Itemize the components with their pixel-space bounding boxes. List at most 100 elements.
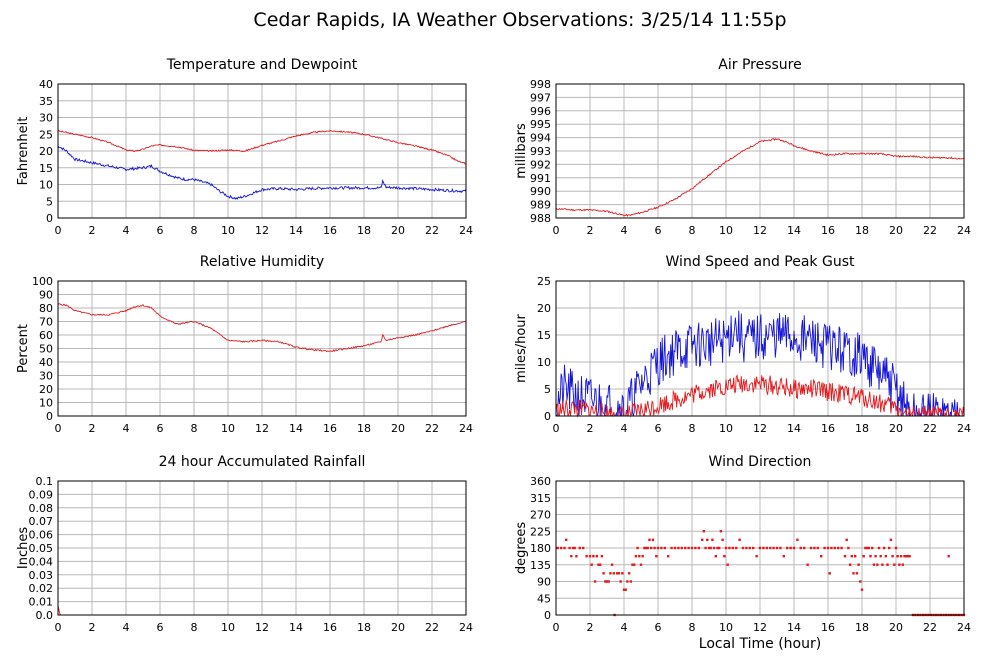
wind-direction-point [803, 546, 806, 550]
wind-direction-point [879, 555, 882, 558]
x-tick-label: 14 [787, 224, 801, 237]
wind-direction-point [568, 546, 571, 550]
wind-direction-point [701, 538, 704, 541]
x-tick-label: 22 [425, 621, 439, 634]
wind-direction-point [667, 555, 670, 558]
wind-direction-point [886, 563, 889, 566]
pressure-chart-title: Air Pressure [718, 57, 801, 73]
wind-direction-point [847, 546, 850, 550]
y-tick-label: 40 [39, 78, 53, 91]
wind-direction-point [660, 546, 663, 550]
x-tick-label: 2 [89, 621, 96, 634]
x-tick-label: 14 [289, 224, 303, 237]
wind-direction-point [643, 546, 646, 550]
y-tick-label: 0.03 [29, 569, 54, 582]
wind-direction-point [697, 546, 700, 550]
wind-direction-point [809, 546, 813, 550]
wind-direction-point [881, 563, 884, 566]
x-tick-label: 14 [289, 422, 303, 435]
x-tick-label: 0 [55, 621, 62, 634]
x-tick-label: 10 [221, 224, 235, 237]
x-tick-label: 18 [357, 224, 371, 237]
wind-direction-point [728, 546, 731, 550]
wind-direction-point [565, 538, 568, 541]
wind-direction-point [684, 546, 687, 550]
x-tick-label: 18 [855, 224, 869, 237]
x-tick-label: 24 [957, 224, 971, 237]
wind-direction-point [600, 555, 604, 558]
wind-direction-point [769, 546, 772, 550]
x-tick-label: 20 [391, 422, 405, 435]
humidity-plot-frame [57, 280, 467, 417]
x-tick-label: 22 [425, 422, 439, 435]
y-tick-label: 993 [530, 145, 551, 158]
wind-direction-point [905, 555, 908, 558]
wind-direction-point [716, 546, 719, 550]
y-tick-label: 0 [544, 609, 551, 622]
wind-direction-point [694, 546, 697, 550]
wind-direction-point [633, 563, 636, 566]
wind-direction-point [779, 546, 782, 550]
wind-direction-point [646, 546, 649, 550]
wind-direction-point [570, 555, 573, 558]
rain-y-axis-label: Inches [16, 527, 31, 569]
wind-direction-point [876, 563, 879, 566]
y-tick-label: 360 [530, 475, 551, 488]
wind-direction-point [610, 563, 614, 566]
y-tick-label: 991 [530, 172, 551, 185]
wind-direction-point [624, 588, 627, 591]
wind-direction-point [908, 555, 911, 558]
y-tick-label: 135 [530, 559, 551, 572]
wind-direction-point [585, 555, 588, 558]
wind-direction-point [626, 580, 629, 583]
wind-direction-point [714, 555, 717, 558]
wind-direction-point [616, 572, 619, 575]
x-tick-label: 18 [357, 422, 371, 435]
wind-direction-point [741, 546, 745, 550]
wind-direction-point [719, 530, 723, 533]
x-tick-label: 22 [923, 621, 937, 634]
wind-direction-point [901, 563, 904, 566]
x-tick-label: 18 [357, 621, 371, 634]
x-tick-label: 4 [123, 621, 130, 634]
wind-direction-point [871, 546, 874, 550]
wind-direction-point [629, 580, 632, 583]
wind-direction-point [673, 546, 677, 550]
x-tick-label: 0 [553, 224, 560, 237]
wind-direction-point [650, 546, 653, 550]
pressure-y-axis-label: millibars [514, 123, 529, 179]
x-tick-label: 14 [787, 422, 801, 435]
y-tick-label: 998 [530, 78, 551, 91]
x-tick-label: 20 [889, 621, 903, 634]
wind-direction-point [792, 546, 796, 550]
wind-direction-point [653, 546, 656, 550]
wind-direction-point [627, 572, 631, 575]
x-tick-label: 24 [459, 422, 473, 435]
y-tick-label: 20 [537, 302, 551, 315]
y-tick-label: 315 [530, 492, 551, 505]
wind-direction-point [806, 563, 809, 566]
wind-direction-point [704, 546, 707, 550]
x-tick-label: 4 [123, 422, 130, 435]
page-title: Cedar Rapids, IA Weather Observations: 3… [253, 9, 786, 31]
wind-direction-point [599, 563, 602, 566]
y-tick-label: 994 [530, 132, 551, 145]
wind-direction-point [877, 546, 881, 550]
wind-direction-point [828, 572, 831, 575]
wind-direction-point [888, 546, 891, 550]
x-tick-label: 6 [655, 621, 662, 634]
wind-direction-point [862, 555, 865, 558]
wind-direction-point [765, 546, 768, 550]
wind-direction-point [724, 546, 728, 550]
wind-direction-point [872, 563, 876, 566]
wind-direction-point [634, 555, 638, 558]
wind-direction-point [758, 546, 762, 550]
wind-direction-point [789, 546, 792, 550]
wind-direction-point [864, 546, 867, 550]
y-tick-label: 10 [39, 397, 53, 410]
y-tick-label: 990 [530, 185, 551, 198]
y-tick-label: 35 [39, 95, 53, 108]
x-tick-label: 14 [787, 621, 801, 634]
